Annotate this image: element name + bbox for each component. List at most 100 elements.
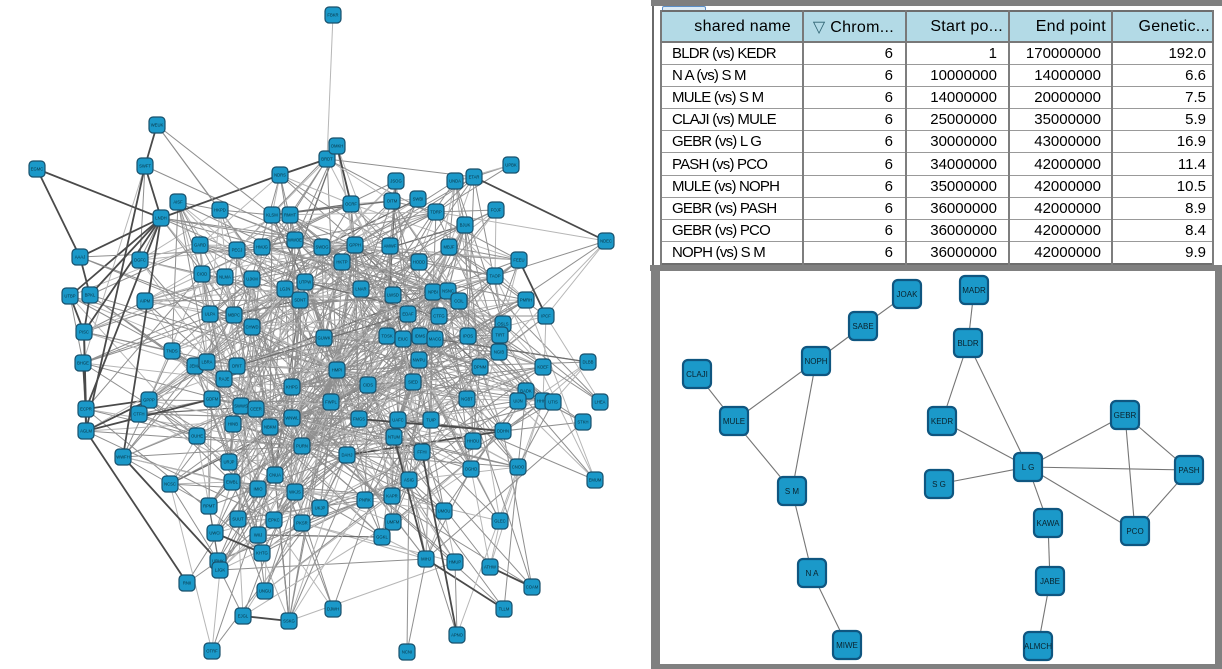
- svg-text:JABE: JABE: [1040, 577, 1060, 586]
- svg-text:SDNT: SDNT: [294, 298, 306, 303]
- svg-text:EIUC: EIUC: [398, 337, 408, 342]
- svg-text:HINB: HINB: [228, 422, 238, 427]
- svg-text:FWPL: FWPL: [325, 400, 337, 405]
- svg-text:NWPU: NWPU: [413, 358, 426, 363]
- svg-text:HKPD: HKPD: [214, 208, 226, 213]
- svg-text:LNAR: LNAR: [355, 287, 366, 292]
- svg-text:OSLS: OSLS: [497, 322, 508, 327]
- svg-text:ASIG: ASIG: [404, 478, 414, 483]
- svg-text:EPKC: EPKC: [268, 518, 279, 523]
- svg-text:CNUA: CNUA: [269, 473, 281, 478]
- svg-text:JSOG: JSOG: [390, 179, 401, 184]
- svg-text:BRDT: BRDT: [321, 157, 333, 162]
- svg-text:CCIL: CCIL: [454, 299, 464, 304]
- svg-text:GARD: GARD: [194, 243, 206, 248]
- svg-text:NCNI: NCNI: [402, 650, 412, 655]
- svg-text:LJGK: LJGK: [215, 568, 226, 573]
- svg-text:IMIO: IMIO: [253, 487, 263, 492]
- svg-text:HHHU: HHHU: [537, 399, 549, 404]
- svg-text:BPKL: BPKL: [85, 293, 96, 298]
- svg-text:N A: N A: [806, 569, 820, 578]
- svg-text:DRIT: DRIT: [232, 364, 242, 369]
- svg-text:CIDS: CIDS: [363, 383, 373, 388]
- svg-text:UTIS: UTIS: [548, 400, 558, 405]
- svg-text:AGLM: AGLM: [80, 429, 92, 434]
- svg-text:HODD: HODD: [413, 260, 425, 265]
- svg-text:APNO: APNO: [451, 633, 464, 638]
- svg-text:GUWK: GUWK: [317, 336, 330, 341]
- svg-text:HKTP: HKTP: [336, 260, 347, 265]
- svg-text:AAAJ: AAAJ: [75, 255, 85, 260]
- svg-text:ETAR: ETAR: [469, 175, 480, 180]
- svg-text:JOAK: JOAK: [897, 290, 919, 299]
- svg-text:CEER: CEER: [250, 407, 262, 412]
- svg-text:GPPH: GPPH: [349, 243, 361, 248]
- svg-text:PKSR: PKSR: [296, 521, 307, 526]
- svg-text:KHPG: KHPG: [286, 385, 298, 390]
- svg-text:MBPC: MBPC: [228, 313, 240, 318]
- svg-text:KAPR: KAPR: [386, 494, 397, 499]
- svg-text:HHOU: HHOU: [467, 439, 479, 444]
- svg-text:S G: S G: [932, 480, 946, 489]
- svg-text:FMGS: FMGS: [353, 417, 365, 422]
- svg-text:MULE: MULE: [723, 417, 745, 426]
- svg-text:WWFH: WWFH: [116, 455, 130, 460]
- svg-text:FEEU: FEEU: [513, 258, 524, 263]
- svg-text:CNOO: CNOO: [512, 465, 525, 470]
- svg-text:TNDS: TNDS: [166, 349, 178, 354]
- svg-text:NSNC: NSNC: [442, 289, 454, 294]
- svg-text:AMWF: AMWF: [384, 244, 397, 249]
- svg-text:DAHJ: DAHJ: [342, 453, 353, 458]
- svg-text:WNWL: WNWL: [285, 416, 299, 421]
- svg-text:OGHD: OGHD: [465, 467, 478, 472]
- svg-text:OTRF: OTRF: [206, 649, 218, 654]
- svg-text:BLDR: BLDR: [957, 339, 979, 348]
- svg-text:DPNM: DPNM: [474, 365, 487, 370]
- svg-text:NCSC: NCSC: [164, 482, 176, 487]
- svg-text:COAM: COAM: [526, 585, 539, 590]
- svg-text:BJUK: BJUK: [460, 223, 471, 228]
- svg-text:SWDG: SWDG: [315, 245, 328, 250]
- svg-text:NLMA: NLMA: [219, 275, 231, 280]
- svg-text:EGMC: EGMC: [31, 167, 44, 172]
- svg-text:WKJS: WKJS: [289, 490, 301, 495]
- svg-text:GLEC: GLEC: [494, 519, 505, 524]
- svg-text:ECPR: ECPR: [80, 407, 92, 412]
- svg-text:JEMA: JEMA: [189, 364, 200, 369]
- svg-text:NDRS: NDRS: [274, 173, 286, 178]
- svg-text:SIED: SIED: [408, 380, 418, 385]
- svg-text:TOSK: TOSK: [381, 334, 393, 339]
- svg-text:UAFC: UAFC: [392, 418, 403, 423]
- svg-text:NBKM: NBKM: [264, 425, 277, 430]
- svg-text:TDRP: TDRP: [430, 210, 442, 215]
- svg-text:UMOU: UMOU: [438, 509, 451, 514]
- svg-text:FFHI: FFHI: [417, 450, 426, 455]
- svg-text:LWSD: LWSD: [387, 293, 399, 298]
- svg-text:SUUT: SUUT: [232, 517, 244, 522]
- svg-text:GEBR: GEBR: [1114, 411, 1137, 420]
- svg-text:S M: S M: [785, 487, 800, 496]
- svg-text:AIPM: AIPM: [140, 299, 151, 304]
- svg-text:NPBI: NPBI: [428, 290, 438, 295]
- svg-text:L G: L G: [1022, 463, 1035, 472]
- svg-text:SWBI: SWBI: [413, 197, 424, 202]
- svg-text:CIOD: CIOD: [197, 272, 207, 277]
- svg-text:BHGE: BHGE: [77, 361, 89, 366]
- svg-text:IPCF: IPCF: [541, 314, 551, 319]
- svg-text:CTFH: CTFH: [133, 412, 144, 417]
- svg-text:PECJ: PECJ: [232, 248, 243, 253]
- svg-text:UWCI: UWCI: [209, 531, 220, 536]
- svg-text:NTUM: NTUM: [388, 435, 401, 440]
- svg-text:GPPP: GPPP: [143, 398, 155, 403]
- svg-text:OUHE: OUHE: [191, 434, 203, 439]
- svg-text:DDHN: DDHN: [497, 429, 509, 434]
- svg-text:WIIJ: WIIJ: [254, 533, 262, 538]
- svg-text:ULPA: ULPA: [205, 312, 216, 317]
- svg-text:KHTG: KHTG: [256, 551, 268, 556]
- svg-text:FOJF: FOJF: [491, 208, 502, 213]
- svg-text:UNGU: UNGU: [259, 589, 271, 594]
- svg-text:CTFG: CTFG: [433, 314, 444, 319]
- svg-text:EMUM: EMUM: [589, 478, 602, 483]
- svg-text:SWFT: SWFT: [139, 164, 151, 169]
- svg-text:NGBT: NGBT: [461, 397, 473, 402]
